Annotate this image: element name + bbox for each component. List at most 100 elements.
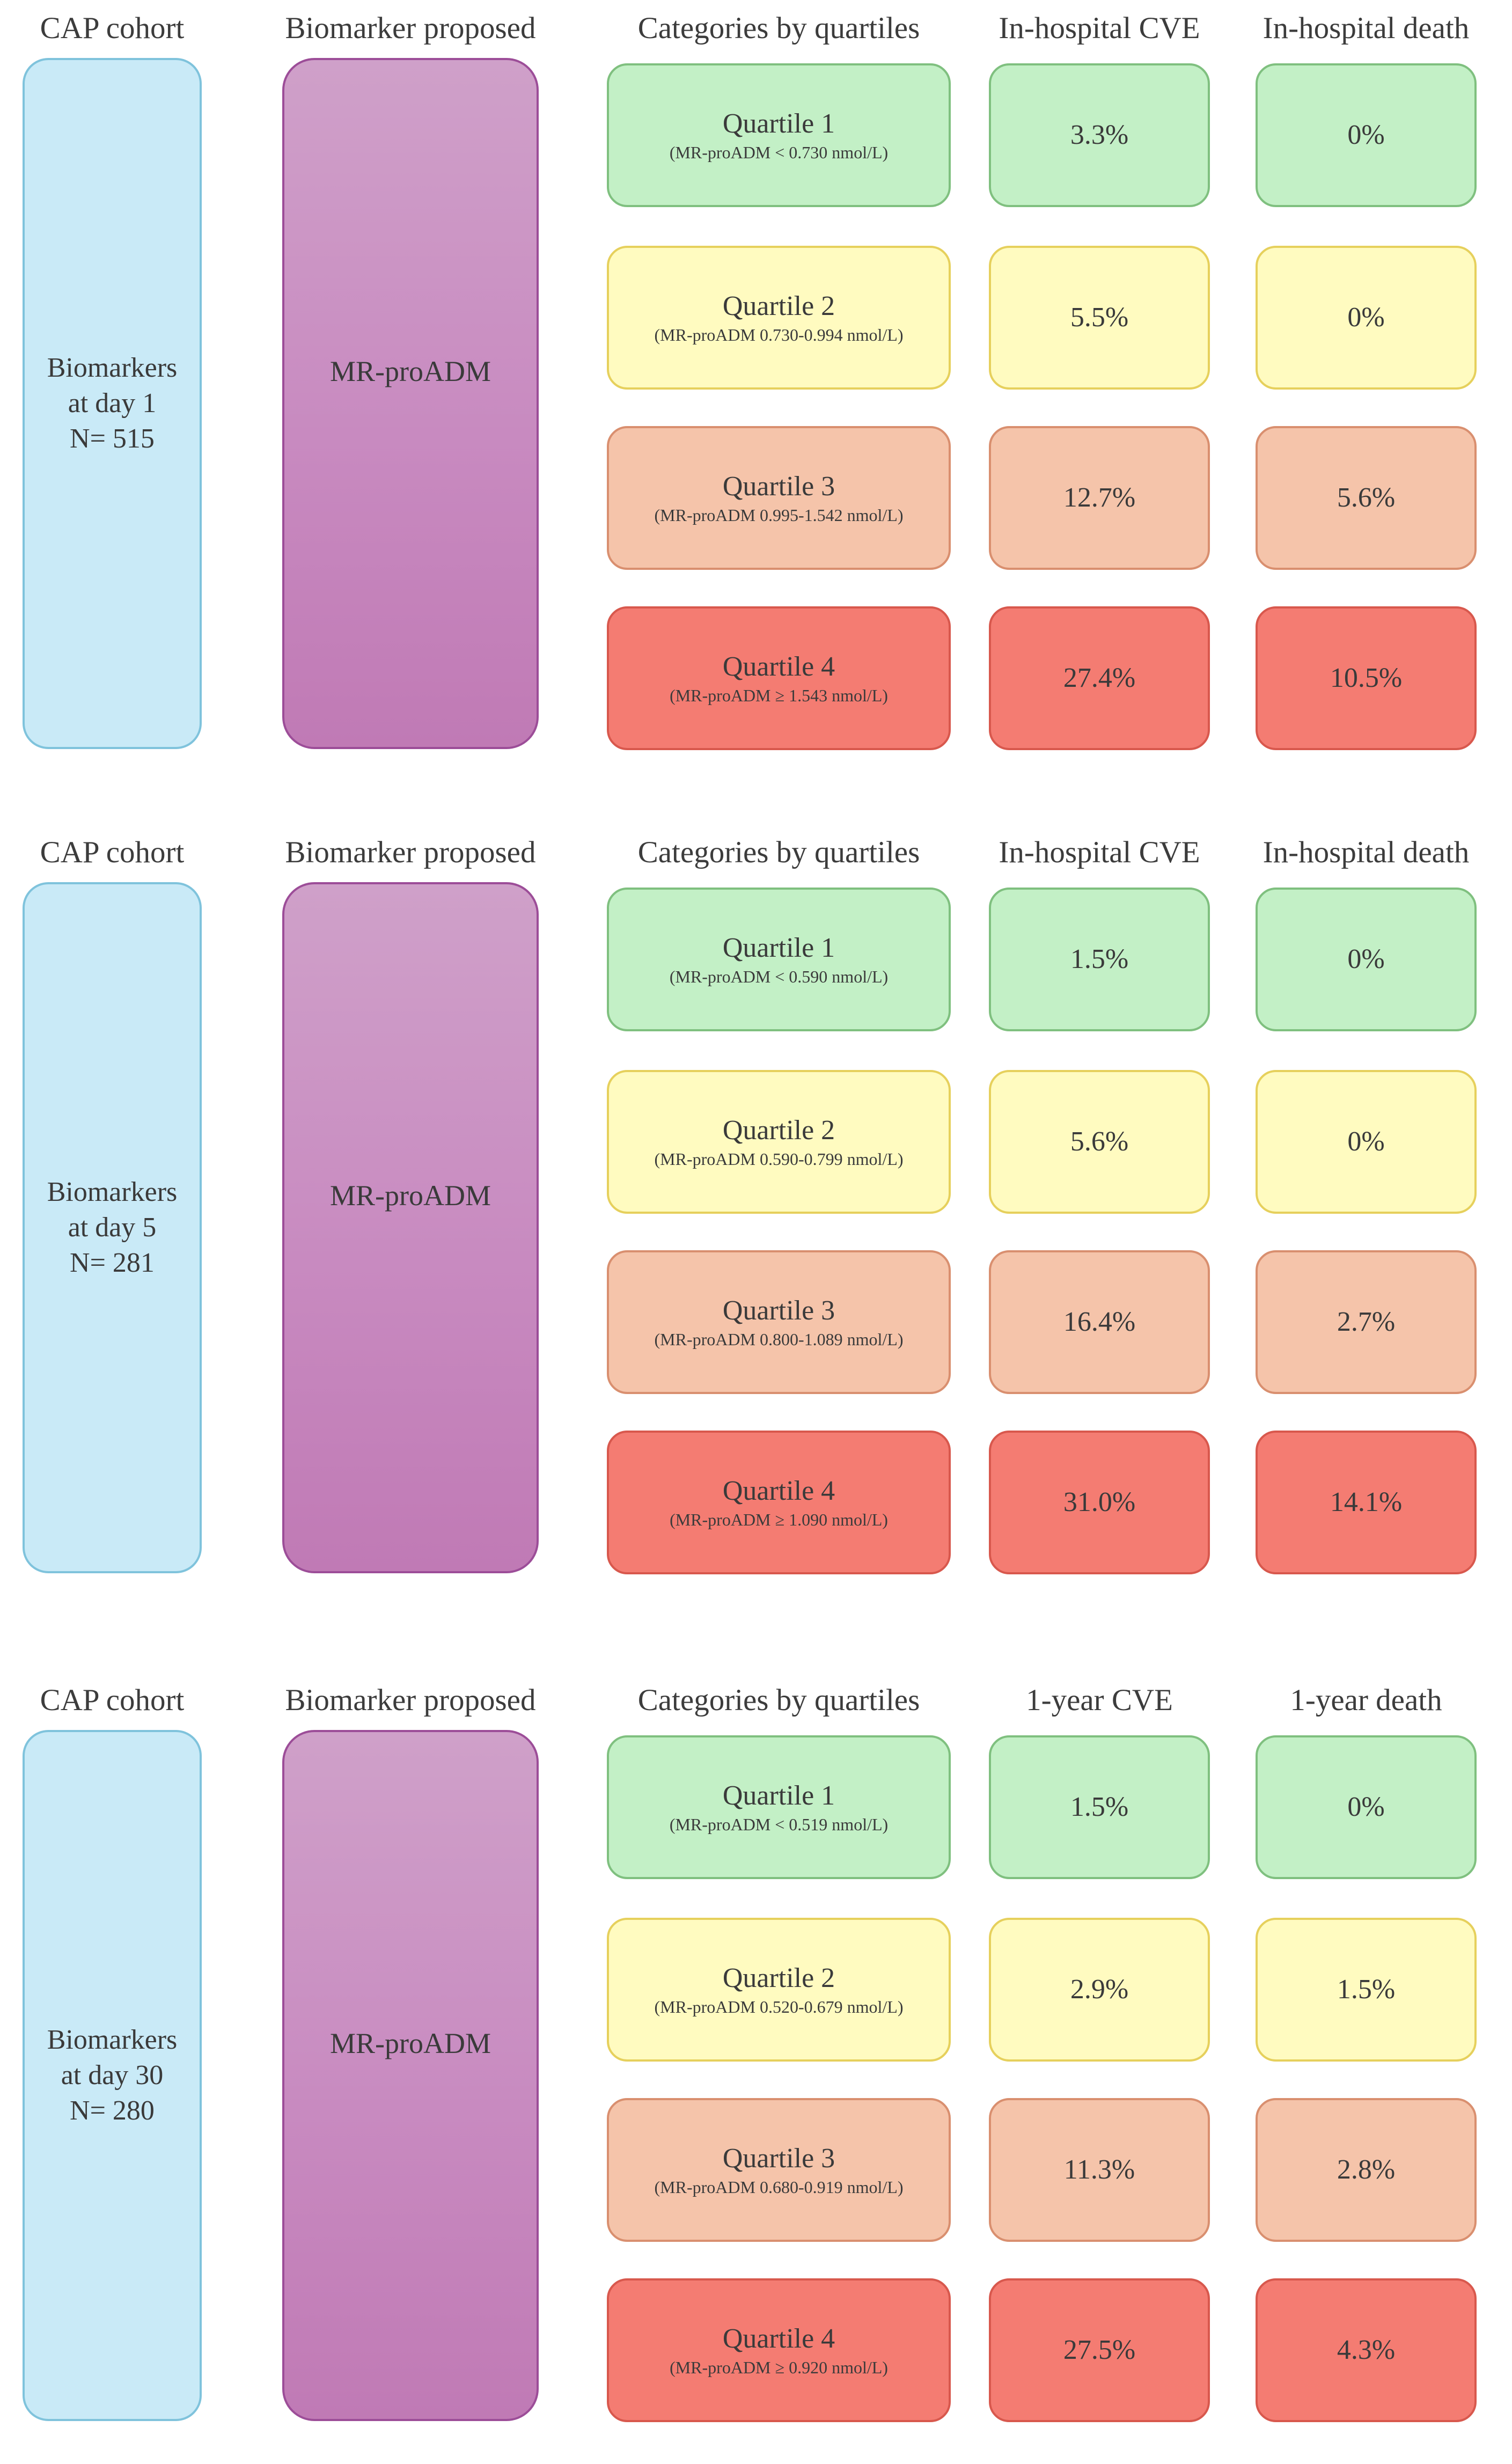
cve-value-q2: 2.9% (989, 1918, 1210, 2062)
quartile-range: (MR-proADM ≥ 1.090 nmol/L) (670, 1510, 888, 1529)
cohort-label: Biomarkers (47, 353, 178, 383)
death-value-q1: 0% (1256, 1735, 1477, 1879)
quartile-name: Quartile 1 (722, 1780, 835, 1811)
header-outcome-cve: 1-year CVE (1026, 1683, 1173, 1717)
quartile-range: (MR-proADM < 0.730 nmol/L) (669, 143, 889, 162)
header-categories: Categories by quartiles (637, 11, 920, 45)
header-categories: Categories by quartiles (637, 1683, 920, 1717)
biomarker-box: MR-proADM (282, 58, 539, 749)
header-cap-cohort: CAP cohort (40, 11, 185, 45)
quartile-range: (MR-proADM < 0.590 nmol/L) (669, 967, 889, 986)
death-value-q4: 14.1% (1256, 1431, 1477, 1574)
header-biomarker-proposed: Biomarker proposed (285, 835, 536, 869)
header-outcome-death: 1-year death (1290, 1683, 1442, 1717)
cve-value: 2.9% (1070, 1974, 1129, 2005)
quartile-range: (MR-proADM 0.590-0.799 nmol/L) (654, 1149, 904, 1169)
cve-value-q3: 11.3% (989, 2098, 1210, 2242)
cohort-day: at day 1 (68, 388, 157, 419)
death-value: 0% (1347, 1126, 1385, 1157)
death-value: 4.3% (1337, 2335, 1396, 2365)
header-cap-cohort: CAP cohort (40, 1683, 185, 1717)
header-biomarker-proposed: Biomarker proposed (285, 11, 536, 45)
quartile-range: (MR-proADM 0.730-0.994 nmol/L) (654, 325, 904, 344)
header-biomarker-proposed: Biomarker proposed (285, 1683, 536, 1717)
biomarker-label: MR-proADM (329, 355, 491, 387)
cve-value: 5.6% (1070, 1126, 1129, 1157)
header-outcome-death: In-hospital death (1263, 835, 1470, 869)
cve-value: 1.5% (1070, 1792, 1129, 1822)
cve-value: 31.0% (1063, 1487, 1136, 1517)
cve-value: 27.4% (1063, 663, 1136, 693)
cohort-box: Biomarkers at day 30 N= 280 (23, 1730, 202, 2421)
cve-value-q2: 5.6% (989, 1070, 1210, 1214)
quartile-2-box: Quartile 2 (MR-proADM 0.730-0.994 nmol/L… (607, 246, 951, 390)
cve-value: 3.3% (1070, 120, 1129, 150)
header-categories: Categories by quartiles (637, 835, 920, 869)
cohort-n: N= 515 (70, 423, 155, 454)
quartile-range: (MR-proADM 0.995-1.542 nmol/L) (654, 505, 904, 525)
quartile-name: Quartile 3 (722, 2143, 835, 2174)
biomarker-label: MR-proADM (329, 1179, 491, 1212)
death-value: 0% (1347, 1792, 1385, 1822)
quartile-name: Quartile 3 (722, 1295, 835, 1326)
cohort-label: Biomarkers (47, 1177, 178, 1207)
cve-value-q2: 5.5% (989, 246, 1210, 390)
quartile-name: Quartile 4 (722, 651, 835, 682)
cve-value: 5.5% (1070, 302, 1129, 333)
death-value: 0% (1347, 944, 1385, 974)
cve-value-q1: 3.3% (989, 63, 1210, 207)
cve-value-q1: 1.5% (989, 888, 1210, 1031)
death-value-q2: 1.5% (1256, 1918, 1477, 2062)
quartile-name: Quartile 4 (722, 1476, 835, 1506)
quartile-4-box: Quartile 4 (MR-proADM ≥ 0.920 nmol/L) (607, 2278, 951, 2422)
quartile-1-box: Quartile 1 (MR-proADM < 0.730 nmol/L) (607, 63, 951, 207)
death-value-q1: 0% (1256, 888, 1477, 1031)
cohort-box: Biomarkers at day 1 N= 515 (23, 58, 202, 749)
quartile-range: (MR-proADM < 0.519 nmol/L) (669, 1815, 889, 1834)
cohort-box: Biomarkers at day 5 N= 281 (23, 882, 202, 1573)
biomarker-box: MR-proADM (282, 882, 539, 1573)
quartile-name: Quartile 1 (722, 933, 835, 963)
cve-value-q3: 16.4% (989, 1250, 1210, 1394)
death-value: 1.5% (1337, 1974, 1396, 2005)
cve-value: 12.7% (1063, 482, 1136, 513)
quartile-range: (MR-proADM 0.800-1.089 nmol/L) (654, 1330, 904, 1349)
quartile-4-box: Quartile 4 (MR-proADM ≥ 1.543 nmol/L) (607, 606, 951, 750)
death-value-q4: 10.5% (1256, 606, 1477, 750)
cve-value: 27.5% (1063, 2335, 1136, 2365)
quartile-4-box: Quartile 4 (MR-proADM ≥ 1.090 nmol/L) (607, 1431, 951, 1574)
cve-value-q4: 27.4% (989, 606, 1210, 750)
biomarker-label: MR-proADM (329, 2027, 491, 2059)
biomarker-box: MR-proADM (282, 1730, 539, 2421)
quartile-name: Quartile 4 (722, 2323, 835, 2354)
cohort-n: N= 280 (70, 2095, 155, 2126)
quartile-name: Quartile 3 (722, 471, 835, 502)
cve-value: 11.3% (1063, 2154, 1135, 2185)
cohort-n: N= 281 (70, 1248, 155, 1278)
cve-value-q3: 12.7% (989, 426, 1210, 570)
quartile-3-box: Quartile 3 (MR-proADM 0.680-0.919 nmol/L… (607, 2098, 951, 2242)
header-outcome-death: In-hospital death (1263, 11, 1470, 45)
death-value-q3: 2.7% (1256, 1250, 1477, 1394)
death-value: 0% (1347, 302, 1385, 333)
quartile-name: Quartile 1 (722, 108, 835, 139)
death-value: 2.8% (1337, 2154, 1396, 2185)
cve-value: 16.4% (1063, 1307, 1136, 1337)
death-value-q1: 0% (1256, 63, 1477, 207)
quartile-2-box: Quartile 2 (MR-proADM 0.520-0.679 nmol/L… (607, 1918, 951, 2062)
cohort-day: at day 30 (61, 2060, 164, 2091)
quartile-1-box: Quartile 1 (MR-proADM < 0.519 nmol/L) (607, 1735, 951, 1879)
death-value: 2.7% (1337, 1307, 1396, 1337)
death-value-q3: 5.6% (1256, 426, 1477, 570)
death-value-q4: 4.3% (1256, 2278, 1477, 2422)
header-outcome-cve: In-hospital CVE (999, 11, 1200, 45)
death-value: 5.6% (1337, 482, 1396, 513)
quartile-range: (MR-proADM ≥ 1.543 nmol/L) (670, 686, 888, 705)
quartile-name: Quartile 2 (722, 291, 835, 321)
quartile-range: (MR-proADM 0.520-0.679 nmol/L) (654, 1997, 904, 2016)
header-cap-cohort: CAP cohort (40, 835, 185, 869)
cohort-label: Biomarkers (47, 2025, 178, 2055)
quartile-1-box: Quartile 1 (MR-proADM < 0.590 nmol/L) (607, 888, 951, 1031)
death-value-q2: 0% (1256, 1070, 1477, 1214)
quartile-name: Quartile 2 (722, 1115, 835, 1146)
